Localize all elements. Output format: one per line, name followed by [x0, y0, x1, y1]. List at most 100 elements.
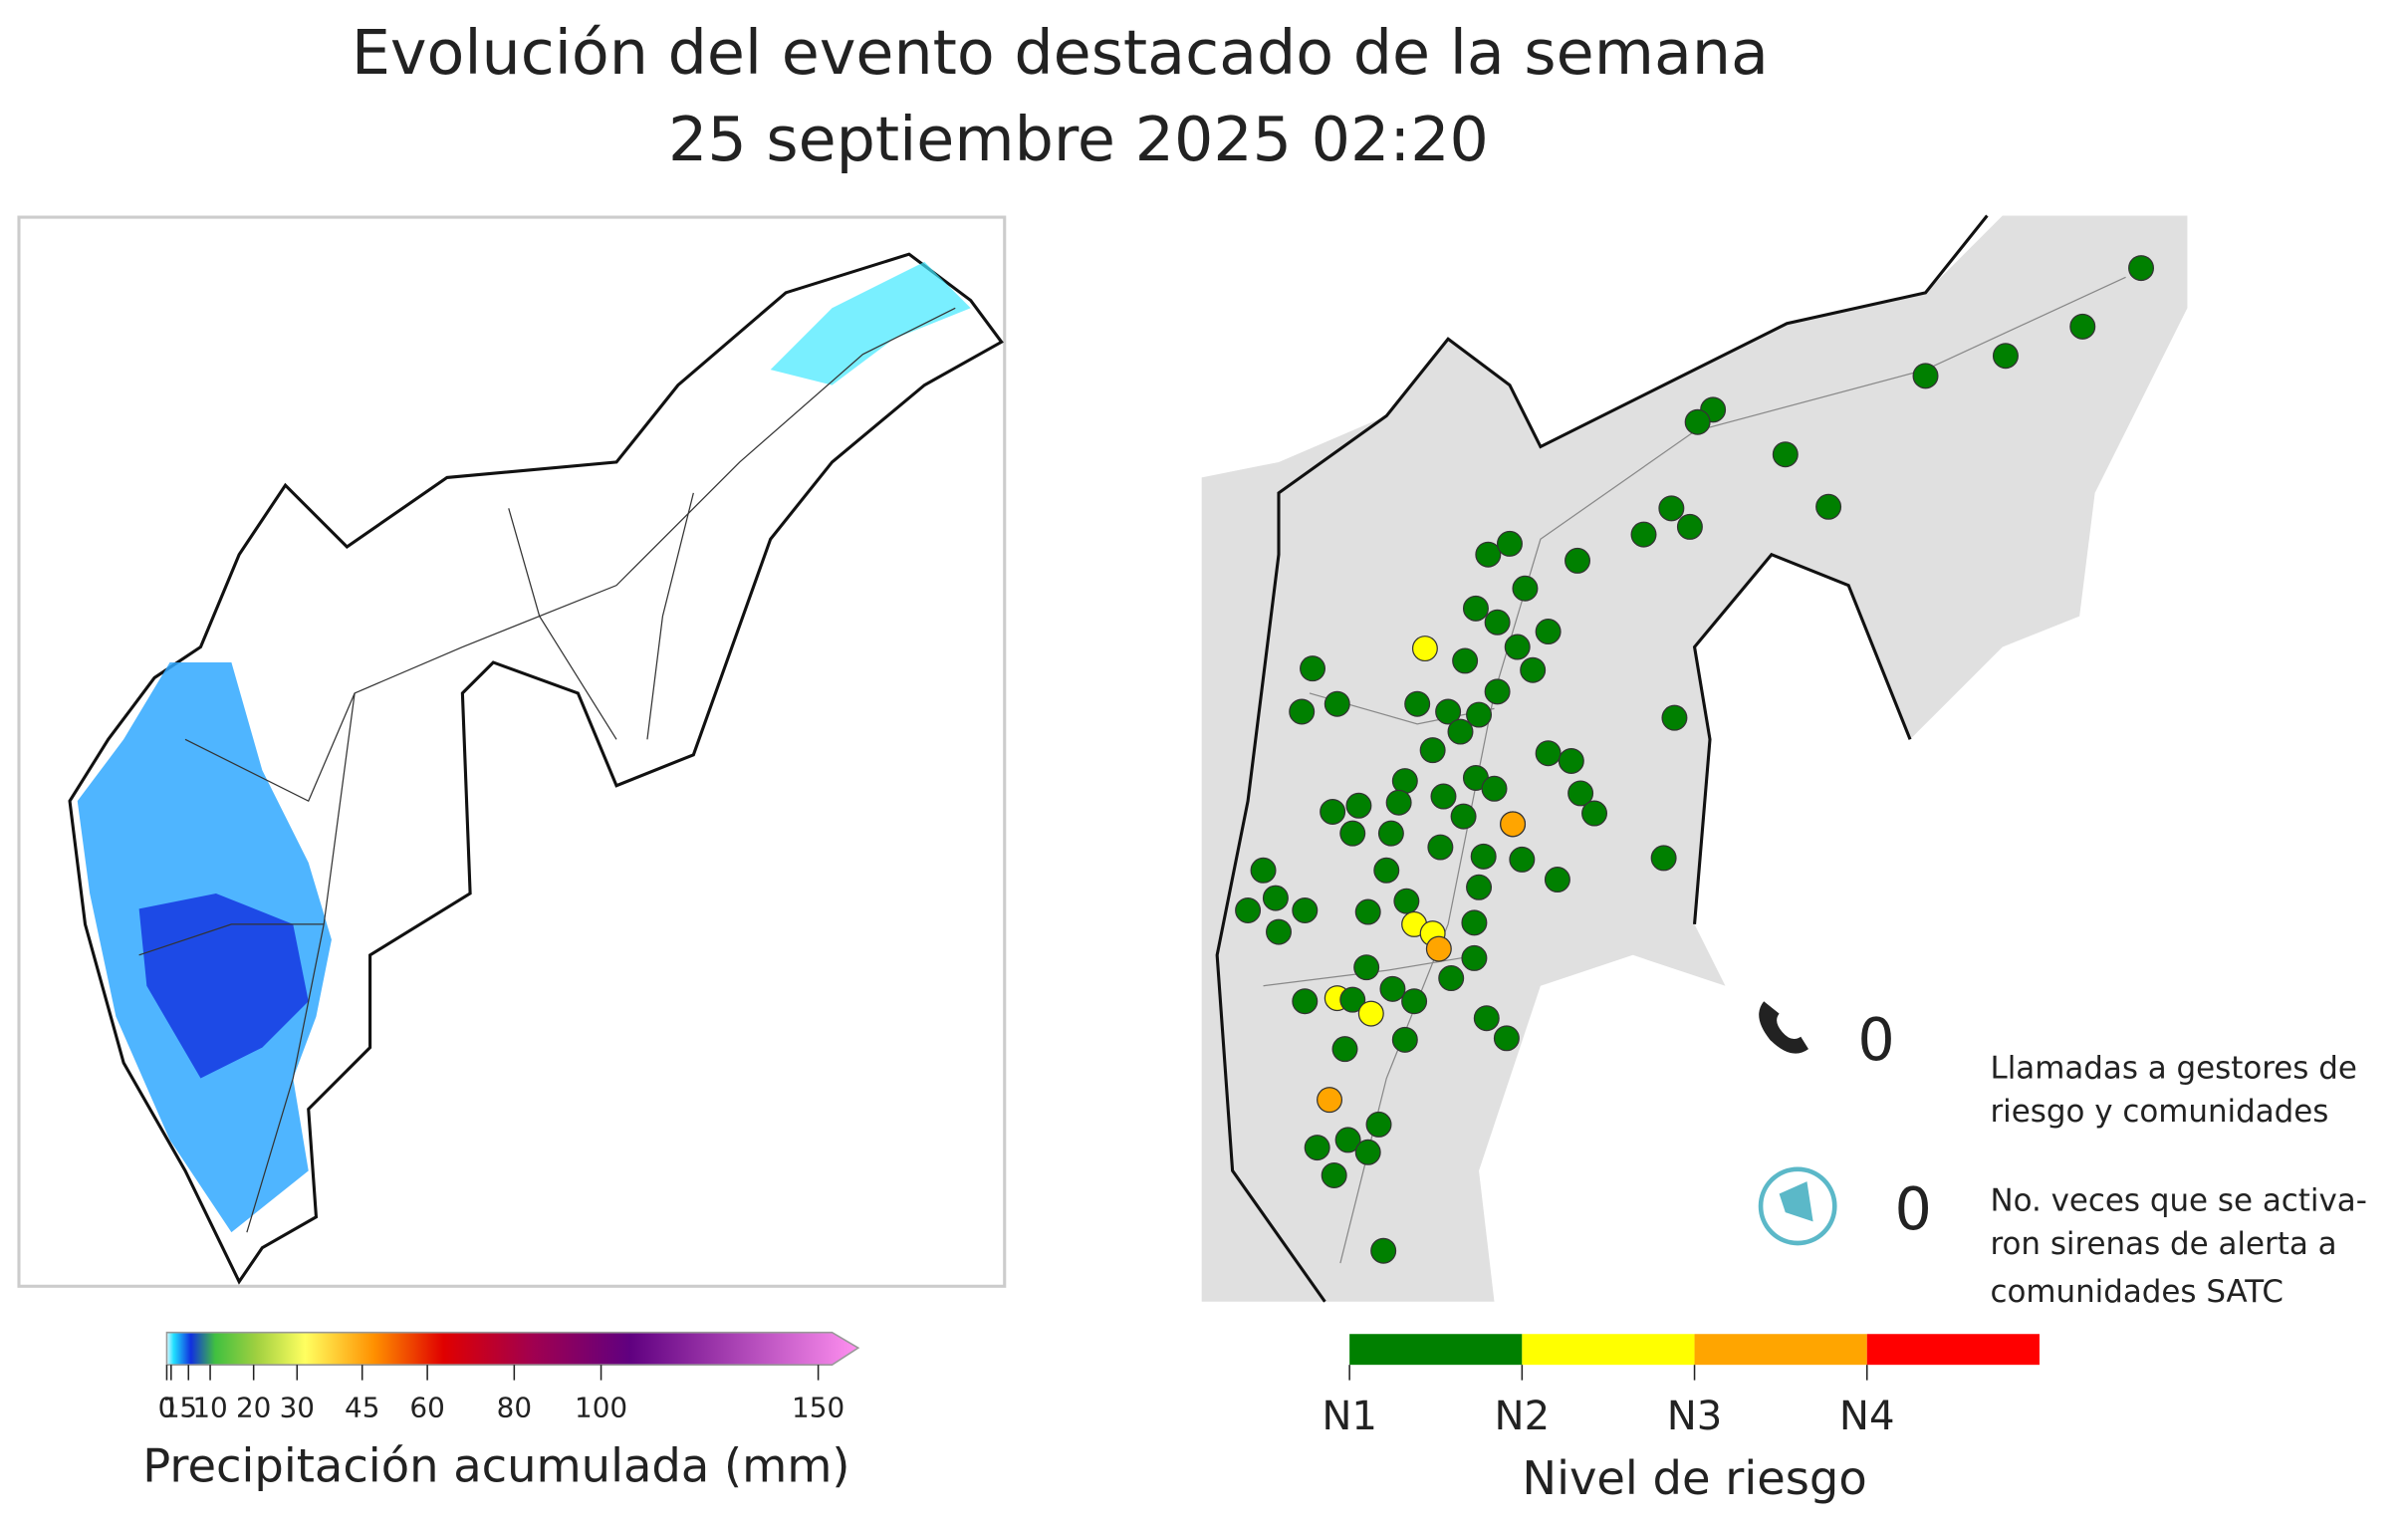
- tick-label: 80: [497, 1392, 532, 1424]
- station: [1493, 1025, 1520, 1052]
- station: [1365, 1111, 1392, 1138]
- sirens-count: 0: [1894, 1174, 1931, 1243]
- calls-count: 0: [1857, 1005, 1894, 1074]
- station: [1452, 647, 1479, 674]
- station: [1772, 441, 1799, 468]
- station: [1535, 619, 1562, 645]
- station: [1289, 698, 1316, 725]
- tick-label: 5: [179, 1392, 197, 1424]
- station: [1470, 843, 1497, 870]
- station: [1512, 575, 1539, 602]
- tick-label: 60: [409, 1392, 444, 1424]
- station: [1357, 1000, 1384, 1027]
- station: [1427, 834, 1454, 861]
- station: [1300, 655, 1326, 682]
- station: [1370, 1237, 1397, 1264]
- sirens: 0 No. veces que se activa- ron sirenas d…: [1758, 1166, 2367, 1310]
- station: [1339, 986, 1366, 1013]
- calls-label: Llamadas a gestores de: [1990, 1051, 2356, 1087]
- station: [1447, 718, 1474, 745]
- station: [1650, 845, 1677, 872]
- tick-label: 20: [236, 1392, 271, 1424]
- station: [1462, 595, 1489, 622]
- station: [1544, 867, 1570, 893]
- risk-title: Nivel de riesgo: [1522, 1451, 1866, 1505]
- station: [1509, 846, 1536, 873]
- station: [1419, 737, 1446, 764]
- station: [1262, 885, 1289, 911]
- station: [1473, 1005, 1500, 1032]
- station: [1354, 1139, 1381, 1165]
- station: [1438, 965, 1465, 991]
- station: [1404, 690, 1431, 717]
- station: [1504, 634, 1531, 660]
- risk-segment: [1694, 1334, 1867, 1366]
- title: Evolución del evento destacado de la sem…: [352, 17, 1769, 89]
- station: [1379, 975, 1406, 1002]
- colorbar-title: Precipitación acumulada (mm): [142, 1439, 849, 1493]
- station: [1815, 493, 1842, 520]
- risk-label: N4: [1839, 1394, 1895, 1439]
- station: [1461, 909, 1488, 936]
- station: [1235, 896, 1262, 923]
- station: [1481, 775, 1508, 802]
- station: [1331, 1036, 1358, 1063]
- station: [1466, 701, 1493, 728]
- title: 25 septiembre 2025 02:20: [668, 104, 1489, 175]
- tick-label: 100: [575, 1392, 627, 1424]
- station: [1324, 690, 1350, 717]
- station: [1567, 780, 1594, 807]
- station: [1317, 1087, 1343, 1114]
- station: [1535, 740, 1562, 767]
- station: [1321, 1161, 1347, 1188]
- precip-colorbar: 01 510 20 30 45 60 80 100 150 Precipitación acum…: [142, 1331, 860, 1493]
- station: [1345, 792, 1372, 819]
- station: [1425, 935, 1452, 962]
- station: [1334, 1127, 1361, 1153]
- station: [1565, 547, 1591, 574]
- station: [1500, 811, 1527, 838]
- tick-label: 1: [162, 1392, 180, 1424]
- station: [1430, 783, 1457, 810]
- station: [1630, 521, 1657, 548]
- station: [1496, 530, 1523, 557]
- risk-segment: [1866, 1334, 2040, 1366]
- station: [1391, 1026, 1418, 1053]
- tick-label: 45: [345, 1392, 379, 1424]
- sirens-label: comunidades SATC: [1990, 1274, 2283, 1310]
- station: [1266, 918, 1292, 945]
- station: [1292, 896, 1319, 923]
- risk-label: N1: [1322, 1394, 1377, 1439]
- station: [1377, 820, 1404, 847]
- station: [1391, 768, 1418, 795]
- risk-segment: [1349, 1334, 1523, 1366]
- station: [1520, 656, 1547, 683]
- sirens-label: No. veces que se activa-: [1990, 1183, 2366, 1219]
- station: [1401, 988, 1428, 1015]
- station: [1676, 513, 1703, 540]
- calls-label: riesgo y comunidades: [1990, 1094, 2328, 1130]
- sirens-label: ron sirenas de alerta a: [1990, 1226, 2336, 1262]
- risk-map: [1201, 214, 2188, 1303]
- station: [1684, 408, 1711, 435]
- risk-colorbar: N1 N2 N3 N4 Nivel de riesgo: [1322, 1334, 2040, 1505]
- station: [1992, 343, 2019, 370]
- station: [1435, 698, 1462, 725]
- station: [1339, 820, 1366, 847]
- station: [2069, 313, 2096, 340]
- station: [1304, 1135, 1330, 1161]
- station: [1461, 944, 1488, 971]
- tick-label: 0: [158, 1392, 176, 1424]
- station: [1354, 898, 1381, 925]
- station: [1450, 803, 1477, 830]
- station: [1581, 800, 1608, 827]
- station: [1385, 789, 1412, 816]
- station: [2128, 255, 2155, 282]
- station: [1353, 954, 1380, 981]
- risk-label: N2: [1495, 1394, 1551, 1439]
- risk-segment: [1522, 1334, 1695, 1366]
- station: [1912, 363, 1939, 389]
- station: [1484, 678, 1511, 705]
- precip-map: [17, 215, 1007, 1288]
